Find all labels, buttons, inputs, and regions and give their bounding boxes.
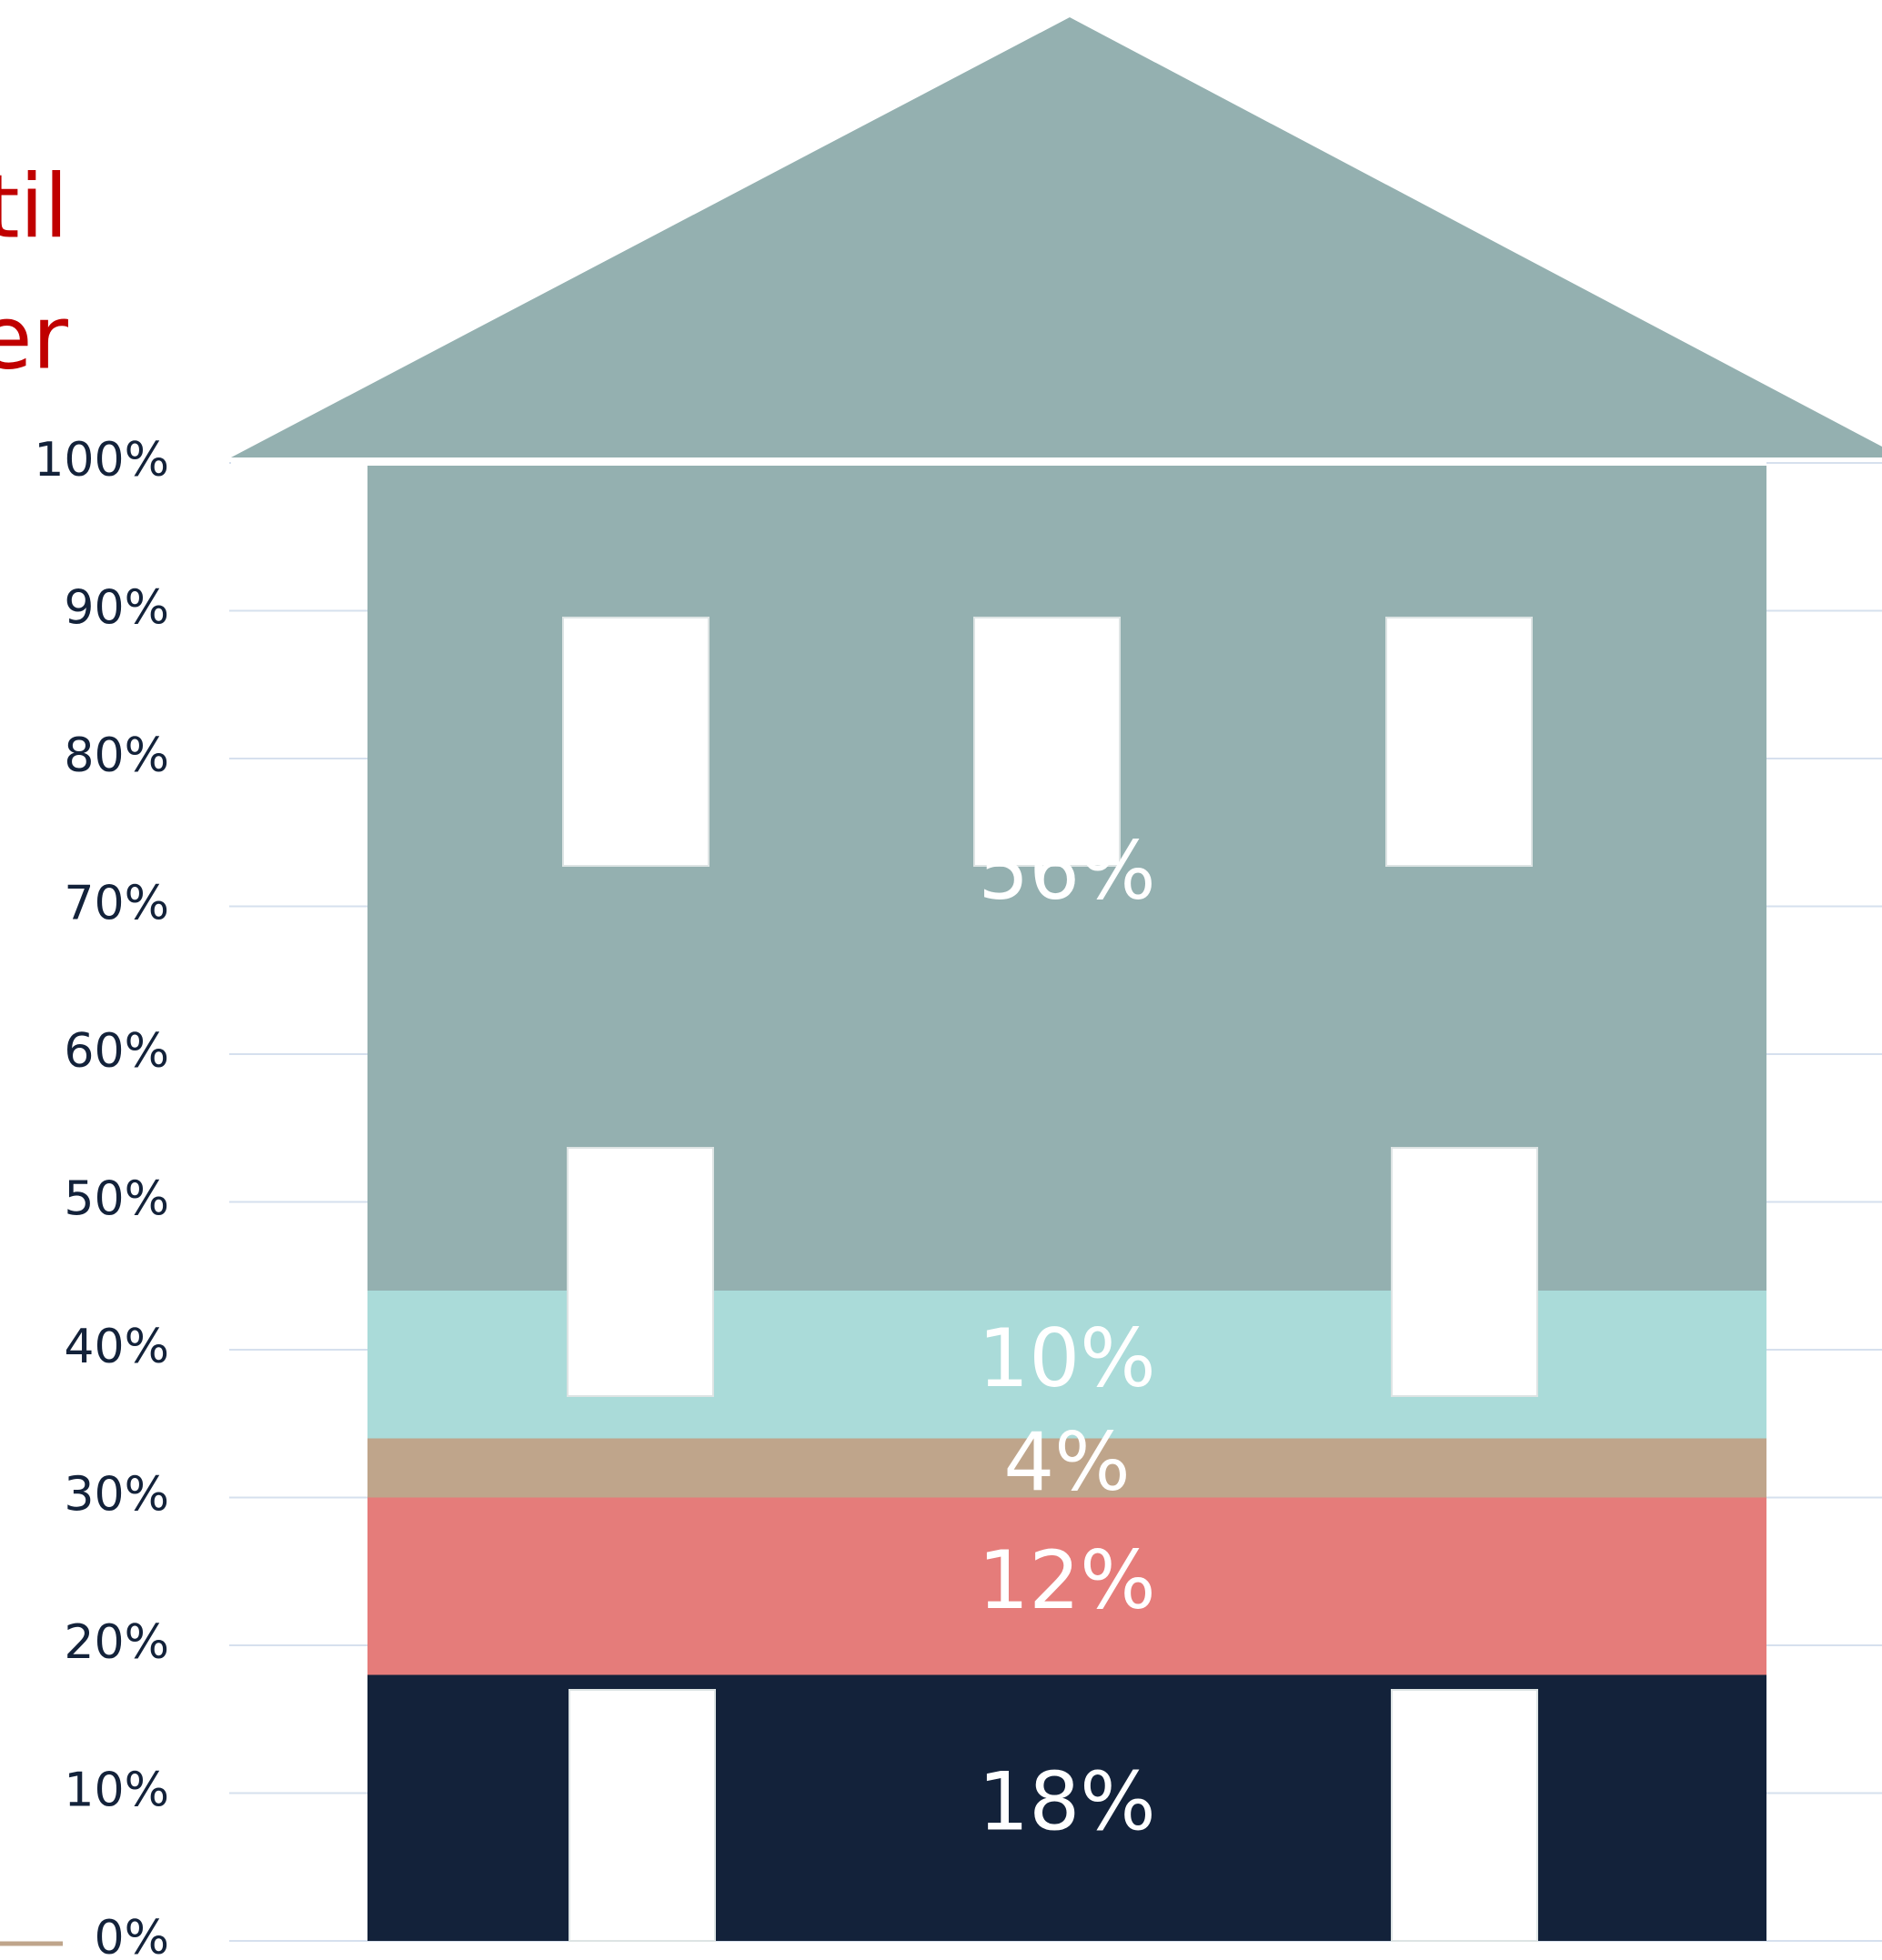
bar-segment <box>367 1438 1766 1498</box>
data-label: 10% <box>978 1312 1156 1405</box>
window <box>1385 617 1533 867</box>
window <box>569 1689 716 1942</box>
title-fragment: er <box>0 286 69 388</box>
y-tick-label: 0% <box>95 1911 170 1960</box>
window <box>567 1147 714 1397</box>
data-label: 4% <box>1003 1415 1131 1509</box>
title-fragment: til <box>0 156 68 257</box>
y-tick-label: 80% <box>64 729 169 783</box>
bar-segment <box>367 1497 1766 1675</box>
y-tick-label: 30% <box>64 1468 169 1523</box>
y-tick-label: 90% <box>64 581 169 636</box>
windows <box>562 617 1538 1942</box>
window <box>973 617 1121 867</box>
y-tick-label: 20% <box>64 1615 169 1670</box>
data-label: 56% <box>978 824 1156 918</box>
y-tick-label: 50% <box>64 1172 169 1227</box>
y-tick-label: 70% <box>64 877 169 931</box>
y-tick-label: 10% <box>64 1764 169 1818</box>
window <box>1391 1147 1538 1397</box>
window <box>562 617 710 867</box>
y-tick-label: 60% <box>64 1024 169 1079</box>
window <box>1391 1689 1538 1942</box>
data-label: 12% <box>978 1533 1156 1627</box>
roof <box>231 17 1882 457</box>
data-label: 18% <box>978 1755 1156 1849</box>
labels: 0% 10% 20% 30% 40% 50% 60% 70% 80% 90% 100% 18% 12% 4… <box>34 433 1155 1960</box>
y-tick-label: 40% <box>64 1320 169 1374</box>
y-tick-label: 100% <box>34 433 169 487</box>
